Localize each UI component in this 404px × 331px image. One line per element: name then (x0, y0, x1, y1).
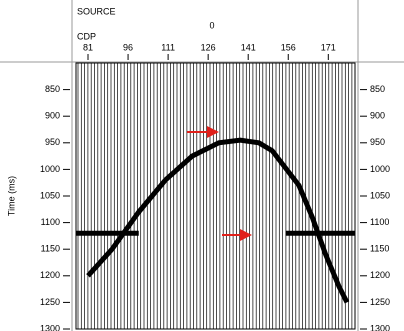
y2-tick-label: 850 (370, 84, 385, 94)
y2-tick-label: 1050 (370, 190, 390, 200)
header-label: SOURCE (77, 6, 116, 16)
y2-tick-label: 1100 (370, 217, 389, 227)
y-tick-label: 950 (45, 137, 60, 147)
chart: SOURCE 0 CDP Time (ms) 81 96 111 126 141 156 1… (0, 0, 404, 331)
x-tick-label: 141 (241, 42, 256, 52)
y2-tick-label: 1000 (370, 164, 390, 174)
y2-tick-label: 1250 (370, 297, 390, 307)
y-tick-label: 1100 (41, 217, 60, 227)
y2-tick-label: 1150 (370, 244, 389, 254)
x-tick-label: 96 (123, 42, 133, 52)
y2-tick-label: 950 (370, 137, 385, 147)
x-tick-label: 81 (83, 42, 93, 52)
y-tick-label: 850 (45, 84, 60, 94)
y-label: Time (ms) (6, 176, 16, 216)
y-tick-label: 1250 (40, 297, 60, 307)
y-tick-label: 1150 (41, 244, 60, 254)
x-tick-label: 156 (281, 42, 296, 52)
y-tick-label: 1300 (40, 323, 60, 331)
x-tick-label: 171 (321, 42, 336, 52)
y-tick-label: 1200 (40, 270, 60, 280)
x-tick-label: 111 (161, 42, 175, 52)
y-tick-label: 1000 (40, 164, 60, 174)
y2-tick-label: 1300 (370, 323, 390, 331)
y2-tick-label: 900 (370, 111, 385, 121)
y2-tick-label: 1200 (370, 270, 390, 280)
page: SOURCE 0 CDP Time (ms) 81 96 111 126 141 156 1… (0, 0, 404, 331)
y-tick-label: 1050 (40, 190, 60, 200)
x-label: CDP (77, 31, 96, 41)
source-value: 0 (209, 20, 214, 30)
y-tick-label: 900 (45, 111, 60, 121)
x-tick-label: 126 (201, 42, 216, 52)
